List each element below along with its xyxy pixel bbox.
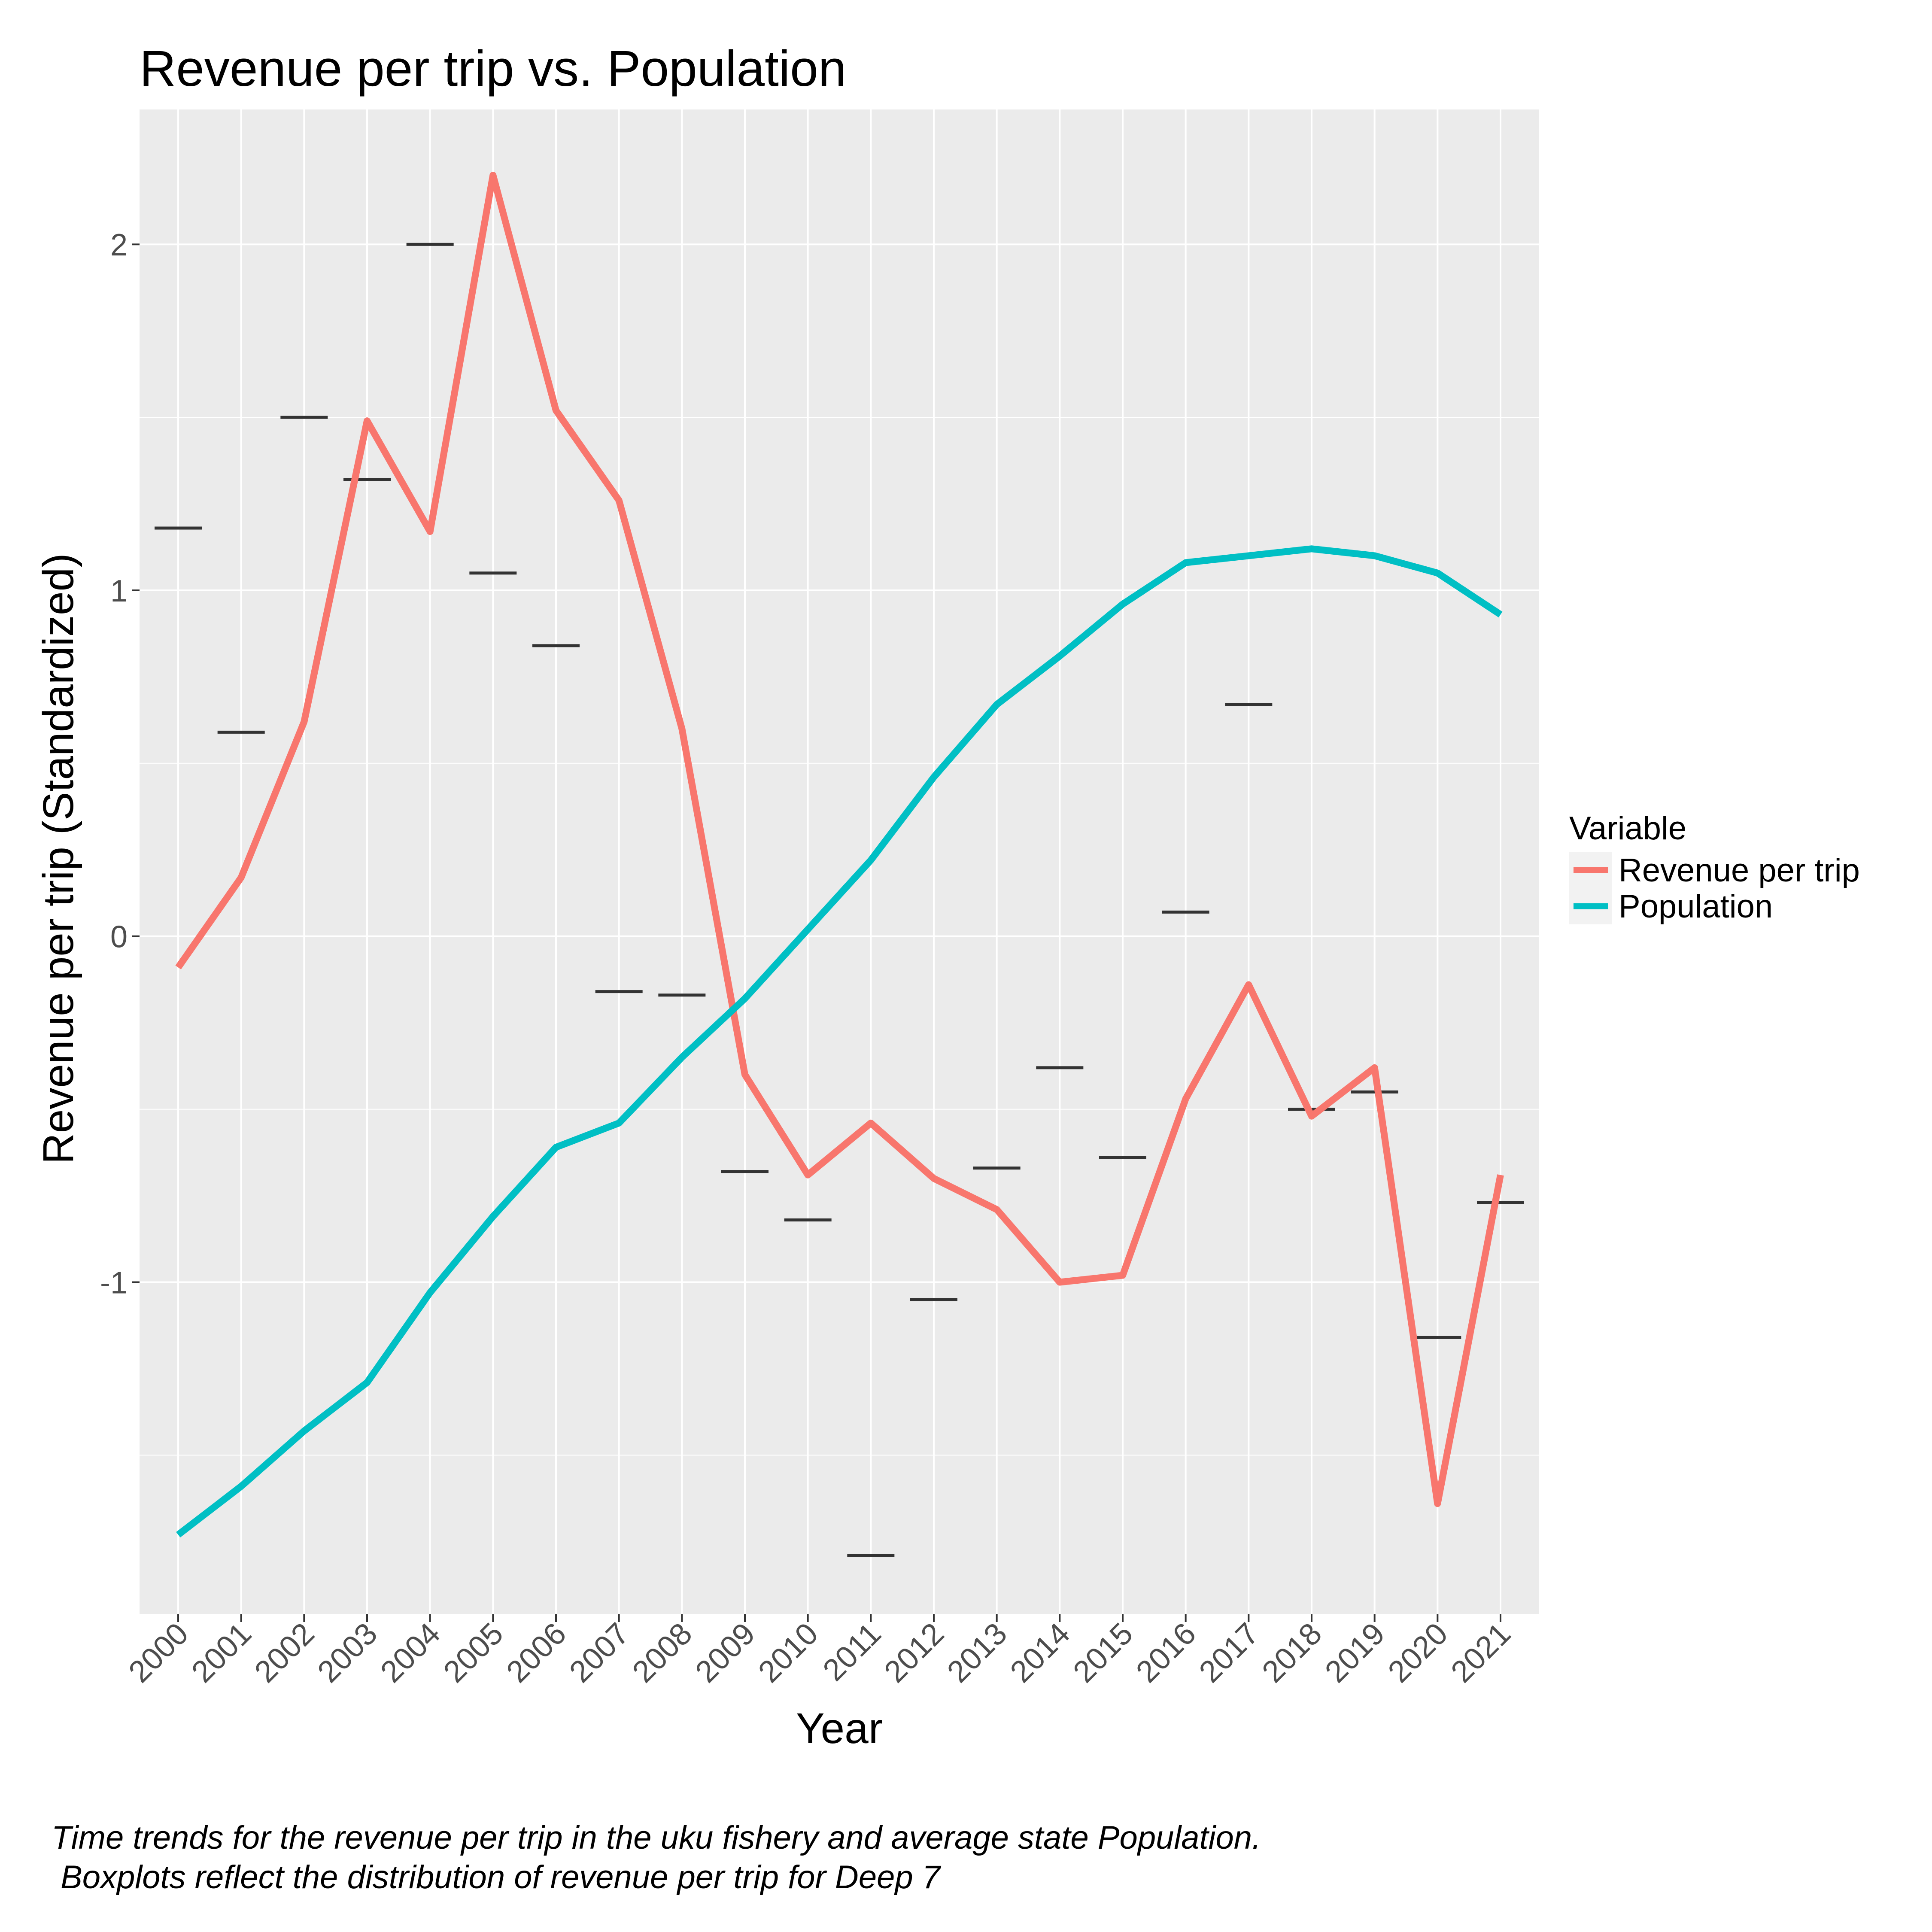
caption-line-1: Time trends for the revenue per trip in …: [52, 1820, 1261, 1856]
legend-label-population: Population: [1619, 888, 1773, 925]
series-line-revenue-per-trip: [175, 172, 1504, 1507]
y-tick-label: 2: [110, 228, 128, 262]
figure-caption: Time trends for the revenue per trip in …: [52, 1818, 1855, 1897]
minor-gridlines: [140, 417, 1539, 1456]
y-axis: -1 0 1 2: [100, 228, 140, 1300]
legend-label-revenue: Revenue per trip: [1619, 852, 1860, 889]
caption-line-2: Boxplots reflect the distribution of rev…: [52, 1859, 940, 1896]
series-line-population: [176, 545, 1503, 1538]
plot-panel: [140, 109, 1539, 1614]
y-tick-label: -1: [100, 1266, 128, 1300]
y-tick-label: 1: [110, 574, 128, 608]
boxplot-medians: [155, 243, 1524, 1557]
y-tick-label: 0: [110, 920, 128, 954]
legend-title: Variable: [1569, 810, 1686, 847]
chart-title: Revenue per trip vs. Population: [140, 40, 846, 97]
major-gridlines: [140, 109, 1539, 1614]
y-axis-title: Revenue per trip (Standardized): [34, 553, 82, 1164]
series-lines: [175, 172, 1504, 1538]
x-axis-title: Year: [796, 1704, 883, 1753]
legend: Variable Revenue per trip Population: [1569, 810, 1860, 925]
